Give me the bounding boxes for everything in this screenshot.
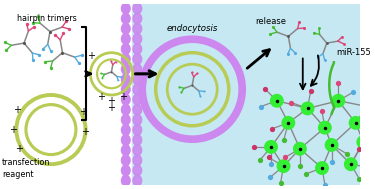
Text: +: + xyxy=(79,107,87,117)
Text: miR-155: miR-155 xyxy=(336,48,371,57)
Ellipse shape xyxy=(122,74,130,85)
Circle shape xyxy=(316,162,328,174)
Ellipse shape xyxy=(133,64,142,74)
Text: endocytosis: endocytosis xyxy=(166,24,218,33)
Text: +: + xyxy=(108,103,116,113)
Text: release: release xyxy=(255,17,286,26)
Ellipse shape xyxy=(122,3,130,14)
Text: transfection
reagent: transfection reagent xyxy=(2,158,50,179)
Ellipse shape xyxy=(133,44,142,54)
Circle shape xyxy=(326,139,338,151)
Text: +: + xyxy=(87,51,95,60)
Ellipse shape xyxy=(122,165,130,176)
Ellipse shape xyxy=(133,155,142,166)
Ellipse shape xyxy=(122,94,130,105)
Ellipse shape xyxy=(122,175,130,186)
Circle shape xyxy=(350,117,362,129)
Circle shape xyxy=(332,94,345,107)
Ellipse shape xyxy=(133,74,142,85)
Ellipse shape xyxy=(122,84,130,95)
Text: hairpin trimers: hairpin trimers xyxy=(17,14,77,23)
Ellipse shape xyxy=(133,135,142,145)
Bar xyxy=(132,4,360,185)
Ellipse shape xyxy=(122,34,130,44)
Ellipse shape xyxy=(122,135,130,145)
Ellipse shape xyxy=(122,64,130,74)
Circle shape xyxy=(282,117,295,129)
Ellipse shape xyxy=(133,125,142,135)
Ellipse shape xyxy=(133,145,142,155)
Ellipse shape xyxy=(133,84,142,95)
Ellipse shape xyxy=(133,94,142,105)
Ellipse shape xyxy=(122,104,130,115)
Ellipse shape xyxy=(133,115,142,125)
Text: +: + xyxy=(9,125,18,135)
Ellipse shape xyxy=(122,115,130,125)
Circle shape xyxy=(319,121,331,134)
Ellipse shape xyxy=(122,145,130,155)
Text: +: + xyxy=(119,92,127,102)
Circle shape xyxy=(277,160,290,172)
Ellipse shape xyxy=(122,44,130,54)
Text: +: + xyxy=(13,105,21,115)
Ellipse shape xyxy=(122,23,130,34)
Ellipse shape xyxy=(122,54,130,64)
Circle shape xyxy=(271,94,283,107)
Ellipse shape xyxy=(122,155,130,166)
Circle shape xyxy=(265,141,277,153)
Text: +: + xyxy=(97,92,105,102)
Text: +: + xyxy=(15,144,23,154)
Circle shape xyxy=(294,143,306,155)
Ellipse shape xyxy=(133,104,142,115)
Text: +: + xyxy=(81,126,88,136)
Ellipse shape xyxy=(133,13,142,24)
Circle shape xyxy=(357,136,370,148)
Circle shape xyxy=(345,158,357,170)
Circle shape xyxy=(302,102,314,115)
Ellipse shape xyxy=(122,13,130,24)
Ellipse shape xyxy=(133,165,142,176)
Ellipse shape xyxy=(133,175,142,186)
Text: +: + xyxy=(108,96,116,106)
Circle shape xyxy=(361,100,374,113)
Ellipse shape xyxy=(122,125,130,135)
Ellipse shape xyxy=(133,54,142,64)
Ellipse shape xyxy=(133,34,142,44)
Ellipse shape xyxy=(133,23,142,34)
Ellipse shape xyxy=(133,3,142,14)
